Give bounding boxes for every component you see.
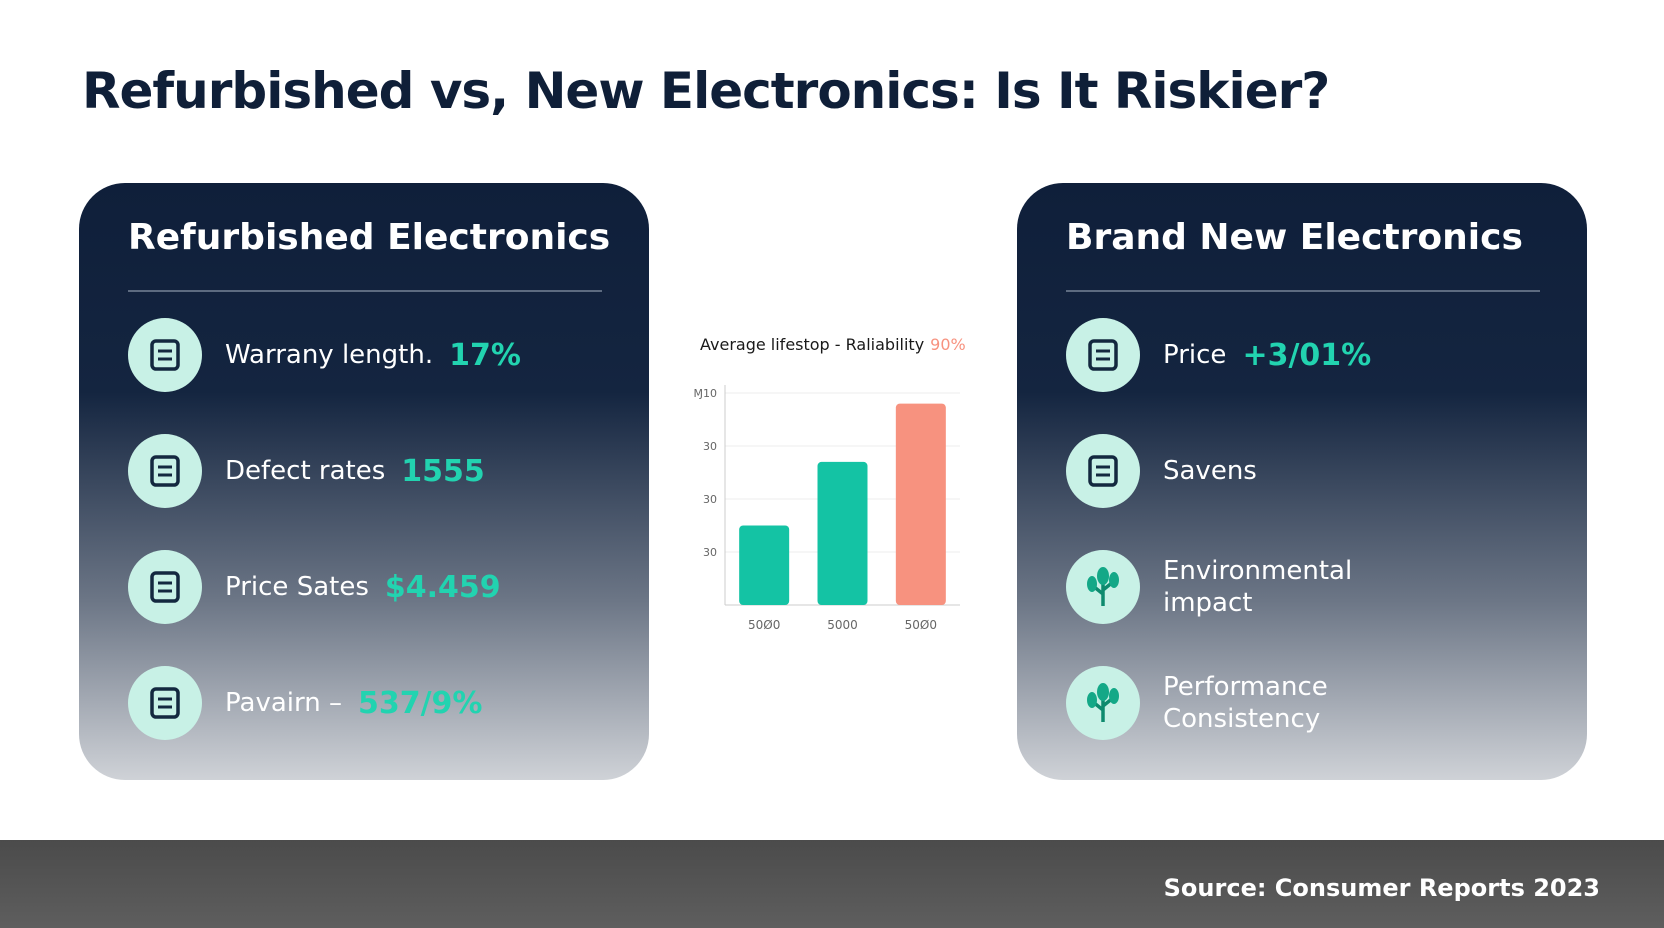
icon-shape xyxy=(150,571,180,603)
icon-shape xyxy=(1097,683,1109,701)
x-tick-label: 50Ø0 xyxy=(748,618,780,632)
bar xyxy=(739,525,790,605)
item-label: Performance Consistency xyxy=(1163,672,1328,734)
icon-shape xyxy=(1087,683,1119,722)
item-value: 1555 xyxy=(401,453,485,489)
icon-shape xyxy=(1087,692,1097,708)
item-value: 537/9% xyxy=(357,685,483,721)
icon xyxy=(128,434,202,508)
list-item: Price Sates $4.459 xyxy=(128,550,501,624)
icon-shape xyxy=(1087,567,1119,606)
icon-shape xyxy=(1088,339,1118,371)
item-label: Warrany length. xyxy=(225,340,434,370)
icon-shape xyxy=(150,455,180,487)
icon xyxy=(128,318,202,392)
item-label: Environmental impact xyxy=(1163,556,1353,618)
chart-title-note: 90% xyxy=(930,335,966,354)
item-value: 17% xyxy=(449,337,521,373)
x-tick-label: 50Ø0 xyxy=(905,618,937,632)
chart: Average lifestop - Raliability 90% Ɱ10 30 3… xyxy=(694,335,966,632)
divider xyxy=(1066,290,1540,292)
source: Source: Consumer Reports 2023 xyxy=(1163,874,1600,902)
icon-shape xyxy=(1088,339,1118,371)
chart-title: Average lifestop - Raliability 90% xyxy=(700,335,966,354)
icon xyxy=(1066,666,1140,740)
footer: Source: Consumer Reports 2023 xyxy=(0,840,1664,928)
icon xyxy=(128,550,202,624)
icon xyxy=(1066,550,1140,624)
list-item: Savens xyxy=(1066,434,1257,508)
item-label: Price Sates xyxy=(225,572,369,602)
item-label: Pavairn – xyxy=(225,688,342,718)
list-item: Pavairn – 537/9% xyxy=(128,666,482,740)
y-tick-label: 30 xyxy=(703,493,717,506)
icon-shape xyxy=(150,455,180,487)
icon-shape xyxy=(1087,576,1097,592)
list-item: Performance Consistency xyxy=(1066,666,1403,740)
bar xyxy=(895,403,946,605)
right-panel: Brand New Electronics Price +3/01% Savens E… xyxy=(1017,183,1587,780)
icon-shape xyxy=(1097,567,1109,585)
item-label: Defect rates xyxy=(225,456,386,486)
list-item: Defect rates 1555 xyxy=(128,434,485,508)
item-label: Savens xyxy=(1163,456,1257,486)
item-value: +3/01% xyxy=(1242,337,1372,373)
x-tick-label: 5000 xyxy=(827,618,858,632)
icon xyxy=(1066,434,1140,508)
icon-shape xyxy=(150,687,180,719)
icon-shape xyxy=(1109,572,1119,588)
chart-title-text: Average lifestop - Raliability xyxy=(700,335,924,354)
icon-shape xyxy=(1088,455,1118,487)
icon-shape xyxy=(150,571,180,603)
left-panel: Refurbished Electronics Warrany length. 1… xyxy=(79,183,649,780)
icon-shape xyxy=(150,687,180,719)
icon-shape xyxy=(1088,455,1118,487)
panel-title: Brand New Electronics xyxy=(1066,217,1523,258)
icon-shape xyxy=(150,339,180,371)
y-tick-label: 30 xyxy=(703,440,717,453)
panel-title: Refurbished Electronics xyxy=(128,217,611,258)
divider xyxy=(128,290,602,292)
icon-shape xyxy=(1109,688,1119,704)
item-value: $4.459 xyxy=(384,569,501,605)
page-title: Refurbished vs, New Electronics: Is It R… xyxy=(82,62,1330,120)
y-tick-label: Ɱ10 xyxy=(694,387,718,400)
y-tick-label: 30 xyxy=(703,546,717,559)
icon xyxy=(1066,318,1140,392)
icon xyxy=(128,666,202,740)
list-item: Price +3/01% xyxy=(1066,318,1371,392)
item-label: Price xyxy=(1163,340,1227,370)
bar xyxy=(817,461,868,605)
icon-shape xyxy=(150,339,180,371)
list-item: Environmental impact xyxy=(1066,550,1403,624)
list-item: Warrany length. 17% xyxy=(128,318,521,392)
